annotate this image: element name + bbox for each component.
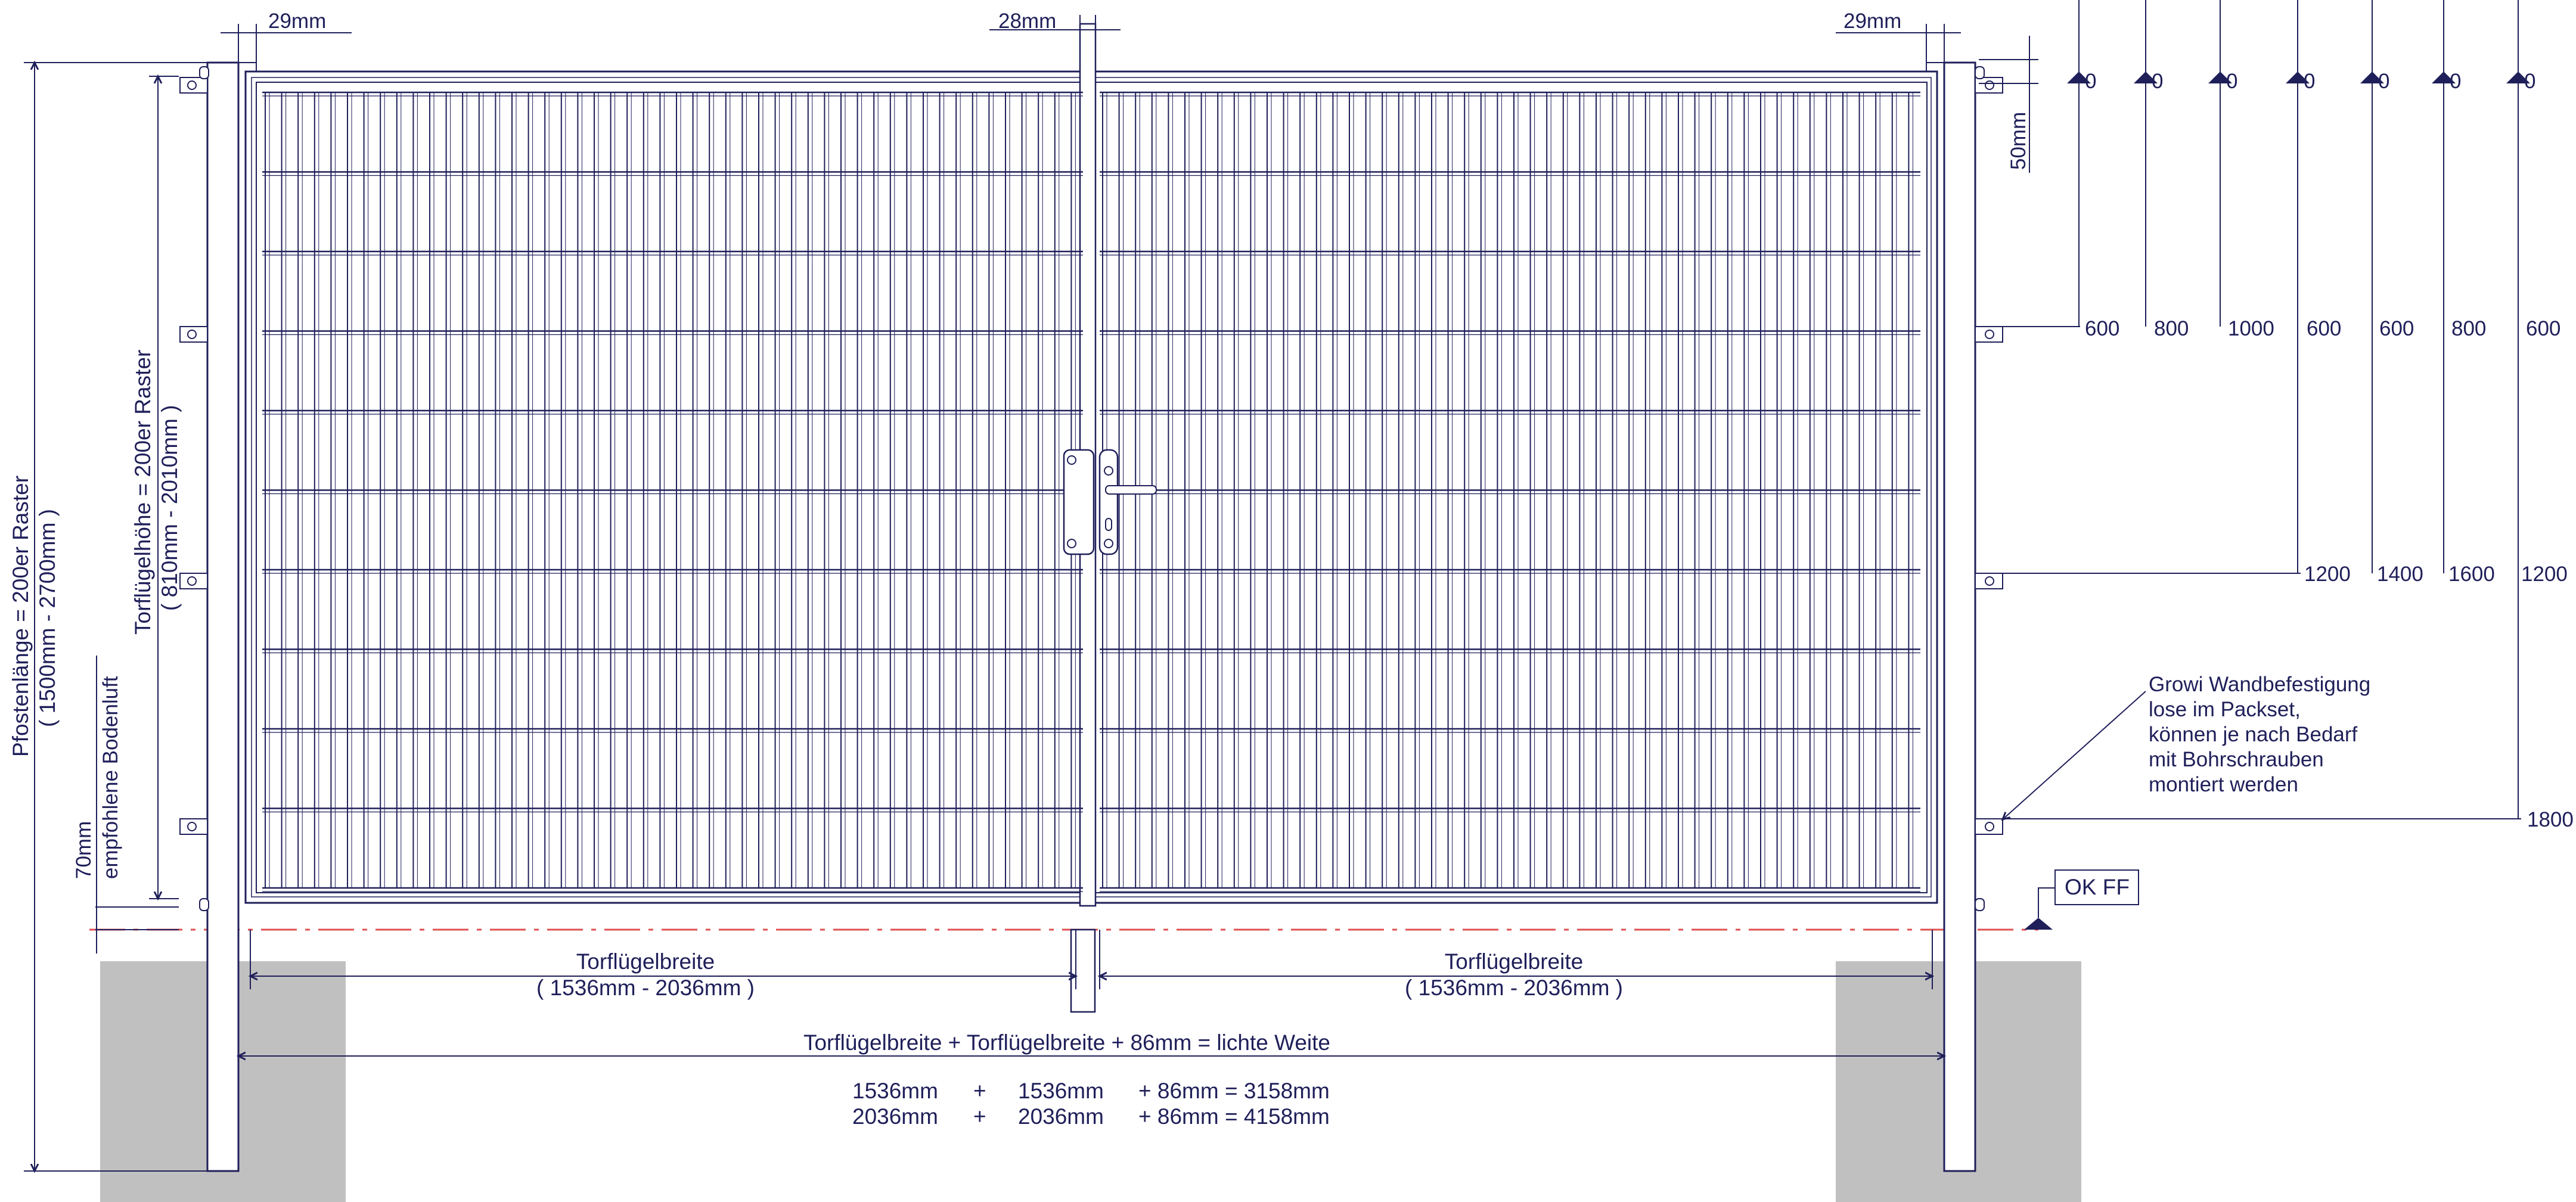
dim-leaf-height-2: ( 810mm - 2010mm ) <box>157 405 182 611</box>
mount-row1-value: 600 <box>2085 317 2119 340</box>
mount-zero: 0 <box>2450 70 2461 93</box>
svg-text:+: + <box>973 1079 986 1103</box>
mount-zero: 0 <box>2226 70 2237 93</box>
dim-post-width-left: 29mm <box>268 10 326 33</box>
svg-text:1536mm: 1536mm <box>852 1079 938 1103</box>
dim-leaf-width-left-range: ( 1536mm - 2036mm ) <box>536 976 755 1000</box>
dim-leaf-width-left: Torflügelbreite <box>576 949 715 974</box>
svg-text:2036mm: 2036mm <box>852 1104 938 1129</box>
dim-post-width-right: 29mm <box>1843 10 1901 33</box>
svg-text:+: + <box>973 1104 986 1129</box>
mount-row2-value: 1400 <box>2377 563 2423 586</box>
mount-zero: 0 <box>2085 70 2096 93</box>
svg-text:2036mm: 2036mm <box>1018 1104 1104 1129</box>
mount-row1-value: 800 <box>2154 317 2189 340</box>
handle-plate <box>1098 449 1119 555</box>
dim-ground-clearance-note: empfohlene Bodenluft <box>99 676 122 879</box>
dim-leaf-width-right: Torflügelbreite <box>1445 949 1583 974</box>
dim-rail-offset: 50mm <box>2007 112 2030 170</box>
gate-leaf-right-frame <box>1095 82 1928 893</box>
dim-leaf-height-1: Torflügelhöhe = 200er Raster <box>131 350 155 635</box>
post-right <box>1943 61 1976 1172</box>
post-left <box>206 61 240 1172</box>
mount-row2-value: 1200 <box>2304 563 2351 586</box>
mount-row2-value: 1200 <box>2521 563 2568 586</box>
wire-mesh <box>262 91 1920 892</box>
mount-zero: 0 <box>2524 70 2535 93</box>
dim-post-length-2: ( 1500mm - 2700mm ) <box>35 509 60 727</box>
mount-row2-value: 1600 <box>2448 563 2495 586</box>
dim-ground-clearance: 70mm <box>72 821 95 879</box>
lock-plate <box>1063 449 1095 555</box>
formula-title: Torflügelbreite + Torflügelbreite + 86mm… <box>803 1030 1330 1055</box>
handle-icon <box>1105 485 1157 495</box>
formula-row-1: 1536mm + 1536mm + 86mm = 3158mm <box>852 1079 1330 1103</box>
wall-mount-note: Growi Wandbefestigung lose im Packset, k… <box>2149 673 2370 796</box>
formula-row-2: 2036mm + 2036mm + 86mm = 4158mm <box>852 1104 1330 1129</box>
floor-label: OK FF <box>2065 875 2130 899</box>
svg-text:können je nach Bedarf: können je nach Bedarf <box>2149 723 2358 746</box>
mount-zero: 0 <box>2378 70 2389 93</box>
mount-row1-value: 600 <box>2379 317 2414 340</box>
mount-zero: 0 <box>2304 70 2315 93</box>
note-leader <box>2003 691 2146 819</box>
dim-center-gap: 28mm <box>998 10 1056 33</box>
svg-text:+ 86mm = 4158mm: + 86mm = 4158mm <box>1138 1104 1330 1129</box>
drop-bolt-post <box>1070 928 1096 1013</box>
mount-row3-value: 1800 <box>2527 808 2574 831</box>
dim-post-length-1: Pfostenlänge = 200er Raster <box>8 476 33 757</box>
svg-text:+ 86mm = 3158mm: + 86mm = 3158mm <box>1138 1079 1330 1103</box>
floor-marker <box>2024 918 2053 930</box>
svg-text:1536mm: 1536mm <box>1018 1079 1104 1103</box>
mount-row1-value: 1000 <box>2228 317 2274 340</box>
svg-text:mit Bohrschrauben: mit Bohrschrauben <box>2149 748 2324 771</box>
right-post-fittings <box>1975 66 2003 911</box>
mount-row1-value: 600 <box>2526 317 2561 340</box>
svg-text:Growi Wandbefestigung: Growi Wandbefestigung <box>2149 673 2370 696</box>
gate-leaf-left-frame <box>256 82 1088 893</box>
left-post-fittings <box>179 66 209 911</box>
dim-leaf-width-right-range: ( 1536mm - 2036mm ) <box>1405 976 1623 1000</box>
mount-row1-value: 800 <box>2451 317 2486 340</box>
svg-text:montiert werden: montiert werden <box>2149 773 2298 796</box>
mount-zero: 0 <box>2152 70 2163 93</box>
mount-row1-value: 600 <box>2307 317 2341 340</box>
svg-text:lose im Packset,: lose im Packset, <box>2149 698 2301 721</box>
mounting-hole-table: 0 0 0 0 0 0 0 600 800 1000 600 600 800 600 1200 1400 160… <box>2003 0 2574 831</box>
